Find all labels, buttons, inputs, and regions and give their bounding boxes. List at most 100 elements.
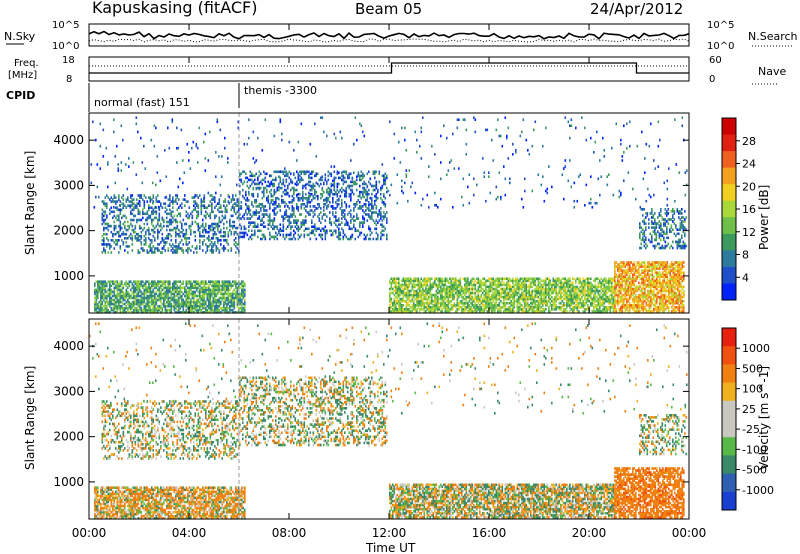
- heatmap-cell: [596, 277, 598, 281]
- heatmap-cell: [98, 304, 101, 308]
- heatmap-cell: [630, 289, 633, 293]
- heatmap-cell: [623, 297, 625, 301]
- heatmap-cell: [576, 291, 579, 295]
- heatmap-cell: [633, 289, 636, 293]
- heatmap-cell: [647, 269, 649, 272]
- heatmap-cell: [527, 301, 529, 305]
- heatmap-cell: [136, 218, 138, 222]
- heatmap-cell: [513, 306, 516, 309]
- heatmap-cell: [435, 293, 438, 297]
- heatmap-cell: [605, 310, 607, 313]
- heatmap-cell: [668, 295, 670, 299]
- heatmap-cell: [205, 214, 207, 218]
- heatmap-cell: [534, 289, 537, 293]
- heatmap-cell: [680, 306, 682, 309]
- heatmap-cell: [576, 297, 579, 301]
- heatmap-cell: [467, 304, 469, 307]
- heatmap-cell: [528, 289, 531, 293]
- heatmap-cell: [606, 297, 609, 301]
- heatmap-cell: [402, 304, 405, 307]
- heatmap-cell: [187, 243, 189, 246]
- heatmap-cell: [211, 308, 213, 312]
- heatmap-cell: [663, 301, 666, 305]
- heatmap-cell: [122, 284, 125, 288]
- heatmap-cell: [539, 287, 541, 291]
- heatmap-cell: [407, 308, 409, 311]
- heatmap-cell: [419, 281, 421, 285]
- heatmap-cell: [131, 284, 134, 288]
- heatmap-cell: [564, 304, 567, 307]
- heatmap-cell: [413, 295, 415, 299]
- heatmap-cell: [119, 304, 122, 308]
- heatmap-cell: [461, 295, 463, 299]
- heatmap-cell: [100, 298, 102, 302]
- heatmap-cell: [223, 294, 225, 298]
- heatmap-cell: [226, 308, 228, 312]
- heatmap-cell: [531, 291, 534, 295]
- heatmap-cell: [235, 230, 237, 234]
- heatmap-cell: [398, 287, 400, 291]
- heatmap-cell: [417, 285, 420, 289]
- heatmap-cell: [563, 310, 565, 313]
- heatmap-cell: [220, 220, 222, 224]
- heatmap-cell: [588, 289, 591, 293]
- heatmap-cell: [211, 198, 213, 201]
- heatmap-cell: [100, 290, 102, 294]
- heatmap-cell: [452, 281, 454, 285]
- heatmap-cell: [134, 234, 137, 238]
- heatmap-cell: [206, 212, 209, 216]
- heatmap-cell: [405, 306, 408, 309]
- heatmap-cell: [626, 291, 628, 295]
- heatmap-cell: [555, 287, 558, 291]
- heatmap-cell: [591, 310, 594, 313]
- heatmap-cell: [106, 300, 108, 304]
- heatmap-cell: [437, 310, 439, 313]
- heatmap-cell: [407, 287, 409, 291]
- heatmap-cell: [638, 304, 640, 307]
- heatmap-cell: [533, 283, 535, 287]
- heatmap-cell: [663, 267, 666, 270]
- heatmap-cell: [512, 308, 514, 311]
- heatmap-cell: [431, 277, 433, 281]
- heatmap-cell: [395, 308, 397, 311]
- heatmap-cell: [244, 292, 246, 296]
- heatmap-cell: [626, 301, 628, 305]
- heatmap-cell: [106, 226, 108, 230]
- heatmap-cell: [449, 299, 451, 303]
- heatmap-cell: [452, 285, 454, 289]
- heatmap-cell: [398, 304, 400, 307]
- heatmap-cell: [669, 295, 672, 299]
- heatmap-cell: [223, 216, 225, 220]
- heatmap-cell: [536, 287, 538, 291]
- heatmap-cell: [654, 263, 657, 266]
- heatmap-cell: [665, 297, 667, 301]
- heatmap-cell: [149, 196, 152, 199]
- heatmap-cell: [566, 304, 568, 307]
- heatmap-cell: [663, 308, 666, 311]
- heatmap-cell: [221, 214, 224, 218]
- heatmap-cell: [572, 299, 574, 303]
- heatmap-cell: [112, 308, 114, 312]
- heatmap-cell: [176, 298, 179, 302]
- heatmap-cell: [146, 200, 149, 203]
- heatmap-cell: [416, 301, 418, 305]
- heatmap-cell: [650, 291, 652, 295]
- heatmap-cell: [608, 297, 610, 301]
- heatmap-cell: [423, 277, 426, 281]
- heatmap-cell: [242, 292, 245, 296]
- heatmap-cell: [632, 273, 634, 276]
- heatmap-cell: [405, 281, 408, 285]
- heatmap-cell: [560, 287, 562, 291]
- heatmap-cell: [605, 299, 607, 303]
- heatmap-cell: [459, 299, 462, 303]
- heatmap-cell: [163, 298, 165, 302]
- heatmap-cell: [175, 286, 177, 290]
- heatmap-cell: [131, 302, 134, 306]
- heatmap-cell: [438, 277, 441, 281]
- heatmap-cell: [675, 287, 678, 291]
- heatmap-cell: [116, 306, 119, 310]
- heatmap-cell: [465, 291, 468, 295]
- heatmap-cell: [681, 285, 684, 289]
- heatmap-cell: [419, 304, 421, 307]
- heatmap-cell: [660, 297, 663, 301]
